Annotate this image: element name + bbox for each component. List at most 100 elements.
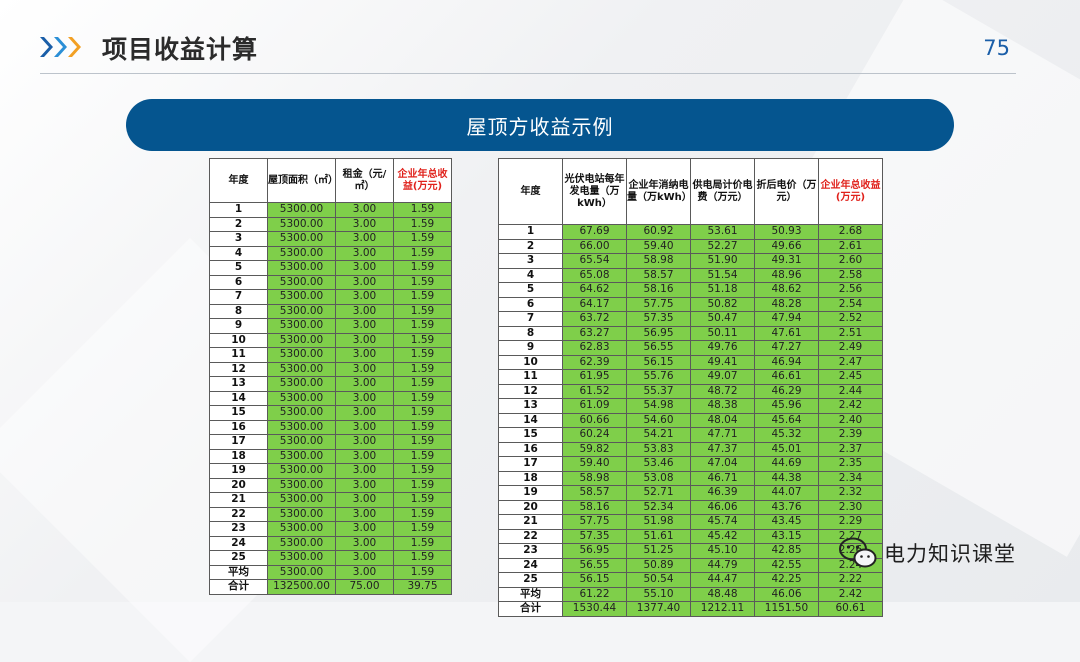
value-cell: 47.71 <box>690 427 755 443</box>
row-label-cell: 6 <box>209 274 268 290</box>
row-label-cell: 18 <box>498 470 563 486</box>
value-cell: 5300.00 <box>267 477 336 493</box>
value-cell: 5300.00 <box>267 274 336 290</box>
value-cell: 2.30 <box>818 499 883 515</box>
value-cell: 50.82 <box>690 296 755 312</box>
value-cell: 2.39 <box>818 427 883 443</box>
value-cell: 3.00 <box>335 521 394 537</box>
value-cell: 42.55 <box>754 557 819 573</box>
table-row: 14 60.66 54.60 48.04 45.64 2.40 <box>498 412 883 428</box>
table-row: 20 5300.00 3.00 1.59 <box>209 477 452 493</box>
value-cell: 51.18 <box>690 282 755 298</box>
row-label-cell: 1 <box>209 202 268 218</box>
value-cell: 3.00 <box>335 332 394 348</box>
row-label-cell: 1 <box>498 224 563 240</box>
value-cell: 67.69 <box>562 224 627 240</box>
value-cell: 2.47 <box>818 354 883 370</box>
value-cell: 3.00 <box>335 202 394 218</box>
value-cell: 56.95 <box>562 543 627 559</box>
value-cell: 45.42 <box>690 528 755 544</box>
value-cell: 2.32 <box>818 485 883 501</box>
value-cell: 3.00 <box>335 477 394 493</box>
row-label-cell: 15 <box>209 405 268 421</box>
value-cell: 1.59 <box>393 318 452 334</box>
table-row: 24 56.55 50.89 44.79 42.55 2.24 <box>498 557 883 573</box>
table-row: 13 61.09 54.98 48.38 45.96 2.42 <box>498 398 883 414</box>
table-row: 10 62.39 56.15 49.41 46.94 2.47 <box>498 354 883 370</box>
table-row: 13 5300.00 3.00 1.59 <box>209 376 452 392</box>
table-row: 7 63.72 57.35 50.47 47.94 2.52 <box>498 311 883 327</box>
row-label-cell: 12 <box>498 383 563 399</box>
value-cell: 1.59 <box>393 332 452 348</box>
value-cell: 48.96 <box>754 267 819 283</box>
value-cell: 1.59 <box>393 231 452 247</box>
value-cell: 48.04 <box>690 412 755 428</box>
column-header: 供电局计价电费（万元） <box>690 158 755 225</box>
banner-title: 屋顶方收益示例 <box>466 114 614 139</box>
value-cell: 2.54 <box>818 296 883 312</box>
row-label-cell: 2 <box>498 238 563 254</box>
value-cell: 2.45 <box>818 369 883 385</box>
value-cell: 5300.00 <box>267 303 336 319</box>
value-cell: 60.24 <box>562 427 627 443</box>
row-label-cell: 24 <box>209 535 268 551</box>
table-row: 21 5300.00 3.00 1.59 <box>209 492 452 508</box>
column-header: 企业年消纳电量（万kWh） <box>626 158 691 225</box>
value-cell: 3.00 <box>335 274 394 290</box>
value-cell: 49.66 <box>754 238 819 254</box>
value-cell: 1.59 <box>393 564 452 580</box>
row-label-cell: 21 <box>209 492 268 508</box>
value-cell: 44.79 <box>690 557 755 573</box>
row-label-cell: 19 <box>498 485 563 501</box>
table-row: 18 5300.00 3.00 1.59 <box>209 448 452 464</box>
column-header: 租金（元/㎡） <box>335 158 394 203</box>
value-cell: 51.90 <box>690 253 755 269</box>
value-cell: 46.06 <box>754 586 819 602</box>
value-cell: 60.66 <box>562 412 627 428</box>
value-cell: 46.71 <box>690 470 755 486</box>
value-cell: 54.21 <box>626 427 691 443</box>
row-label-cell: 4 <box>498 267 563 283</box>
value-cell: 39.75 <box>393 579 452 595</box>
column-header: 企业年总收益(万元) <box>818 158 883 225</box>
energy-income-table: 年度 光伏电站每年发电量（万kWh） 企业年消纳电量（万kWh） 供电局计价电费（万元… <box>498 158 883 617</box>
value-cell: 66.00 <box>562 238 627 254</box>
value-cell: 5300.00 <box>267 289 336 305</box>
table-row: 11 5300.00 3.00 1.59 <box>209 347 452 363</box>
table-row: 22 5300.00 3.00 1.59 <box>209 506 452 522</box>
table-header-row: 年度 光伏电站每年发电量（万kWh） 企业年消纳电量（万kWh） 供电局计价电费（万元… <box>498 158 883 225</box>
table-row: 19 58.57 52.71 46.39 44.07 2.32 <box>498 485 883 501</box>
value-cell: 2.49 <box>818 340 883 356</box>
row-label-cell: 16 <box>498 441 563 457</box>
row-label-cell: 17 <box>209 434 268 450</box>
table-row: 3 65.54 58.98 51.90 49.31 2.60 <box>498 253 883 269</box>
value-cell: 42.25 <box>754 572 819 588</box>
value-cell: 45.96 <box>754 398 819 414</box>
value-cell: 2.22 <box>818 572 883 588</box>
value-cell: 55.76 <box>626 369 691 385</box>
row-label-cell: 3 <box>498 253 563 269</box>
row-label-cell: 19 <box>209 463 268 479</box>
row-label-cell: 11 <box>498 369 563 385</box>
row-label-cell: 24 <box>498 557 563 573</box>
value-cell: 5300.00 <box>267 245 336 261</box>
value-cell: 61.52 <box>562 383 627 399</box>
value-cell: 60.61 <box>818 601 883 617</box>
table-row: 25 56.15 50.54 44.47 42.25 2.22 <box>498 572 883 588</box>
value-cell: 52.34 <box>626 499 691 515</box>
row-label-cell: 合计 <box>209 579 268 595</box>
value-cell: 5300.00 <box>267 332 336 348</box>
value-cell: 53.61 <box>690 224 755 240</box>
row-label-cell: 8 <box>498 325 563 341</box>
value-cell: 56.15 <box>562 572 627 588</box>
value-cell: 3.00 <box>335 318 394 334</box>
value-cell: 5300.00 <box>267 535 336 551</box>
row-label-cell: 20 <box>209 477 268 493</box>
value-cell: 56.55 <box>626 340 691 356</box>
row-label-cell: 22 <box>209 506 268 522</box>
section-banner: 屋顶方收益示例 <box>126 99 954 151</box>
row-label-cell: 7 <box>209 289 268 305</box>
value-cell: 3.00 <box>335 390 394 406</box>
value-cell: 3.00 <box>335 289 394 305</box>
value-cell: 5300.00 <box>267 506 336 522</box>
